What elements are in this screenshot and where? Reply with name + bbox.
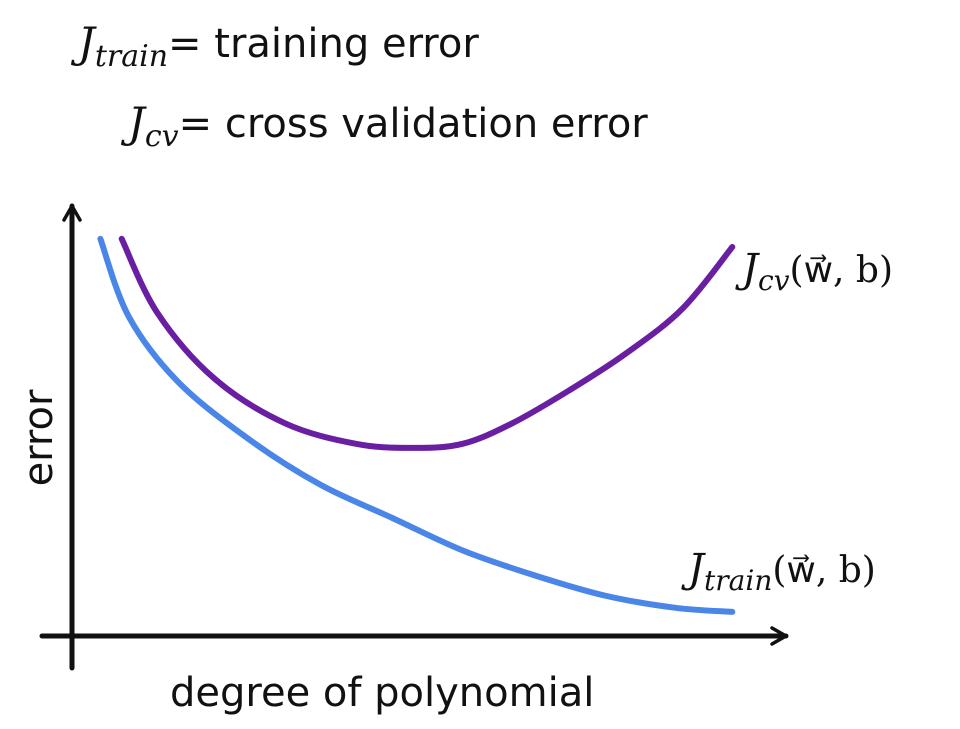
series-label-j-cv: Jcv(w⃗, b) [735, 246, 893, 297]
series-label-j-train: Jtrain(w⃗, b) [681, 546, 876, 597]
legend-train-symbol: Jtrain [78, 18, 169, 74]
series-line-j-cv [118, 235, 736, 451]
legend-cv: Jcv= cross validation error [128, 101, 648, 152]
series-labels: Jtrain(w⃗, b) Jcv(w⃗, b) [681, 246, 893, 597]
legend-cv-text: = cross validation error [178, 101, 648, 147]
legend-train: Jtrain= training error [78, 21, 479, 72]
legend-train-text: = training error [168, 21, 479, 67]
legend-cv-symbol: Jcv [128, 98, 179, 154]
series-line-j-train [97, 235, 736, 615]
x-axis-label: degree of polynomial [170, 670, 594, 716]
series-layer [97, 235, 736, 615]
y-axis-label: error [16, 389, 62, 486]
